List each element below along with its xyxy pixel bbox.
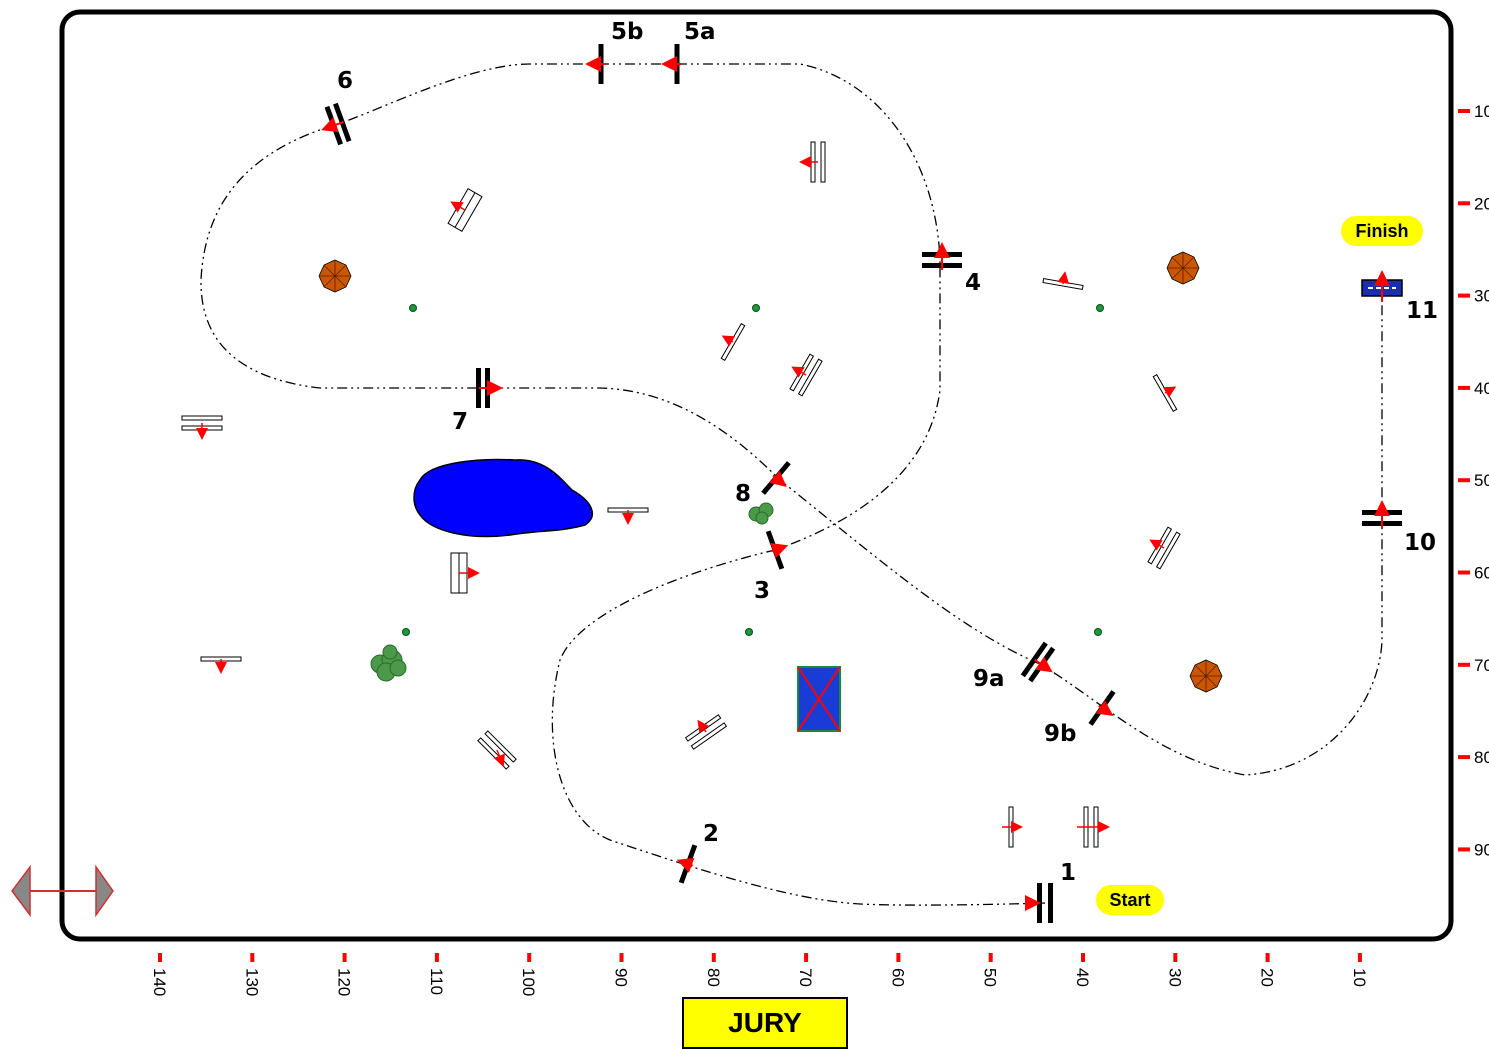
right-scale: 10 20 30 40 50 60 70 80 90 <box>1458 102 1489 859</box>
scale-label: 110 <box>427 968 446 995</box>
spare-fence <box>1077 806 1110 848</box>
scale-label: 40 <box>1073 968 1092 987</box>
scale-label: 80 <box>1474 748 1489 767</box>
bush-icon <box>748 502 774 525</box>
scale-label: 100 <box>519 968 538 996</box>
fence-10 <box>1362 500 1402 528</box>
spare-fence <box>720 322 746 362</box>
spare-fence <box>1002 806 1023 848</box>
jury-box: JURY <box>682 997 848 1049</box>
spare-fence <box>799 141 826 183</box>
spare-fence <box>607 507 649 525</box>
scale-label: 20 <box>1258 968 1277 987</box>
fence-labels: 1 2 3 4 5a 5b 6 7 8 9a 9b 10 11 <box>337 19 1438 886</box>
scale-label: 10 <box>1350 968 1369 987</box>
dot-marker <box>745 628 753 636</box>
fence-7 <box>476 368 503 408</box>
fence-1 <box>1025 883 1053 923</box>
spare-fence <box>450 552 480 594</box>
start-badge: Start <box>1096 885 1164 915</box>
scale-label: 60 <box>888 968 907 987</box>
fence-6 <box>321 102 352 146</box>
course-route <box>200 63 1383 906</box>
fence-3 <box>765 530 789 570</box>
fence-2 <box>676 844 698 884</box>
spare-fence <box>789 353 823 397</box>
fence-9b <box>1088 690 1116 726</box>
pond-icon <box>413 458 593 538</box>
spare-fence <box>684 714 728 750</box>
fence-5b <box>585 44 605 84</box>
route-fences <box>321 44 1403 923</box>
finish-badge: Finish <box>1341 216 1423 246</box>
fence-label-7: 7 <box>452 409 468 435</box>
bottom-scale: 140 130 120 110 100 90 80 70 60 50 40 30 20 10 <box>150 953 1369 996</box>
scale-label: 50 <box>1474 471 1489 490</box>
fence-label-2: 2 <box>703 821 719 847</box>
fence-label-8: 8 <box>735 481 751 507</box>
finish-rail <box>1361 270 1403 302</box>
fence-label-10: 10 <box>1404 530 1436 556</box>
spare-fences <box>181 141 1181 848</box>
fence-label-6: 6 <box>337 68 353 94</box>
scale-label: 90 <box>612 968 631 987</box>
fence-4 <box>922 242 962 270</box>
scale-label: 70 <box>1474 656 1489 675</box>
spare-fence <box>1147 526 1181 570</box>
scale-label: 140 <box>150 968 169 996</box>
fence-label-9b: 9b <box>1044 721 1076 747</box>
scale-label: 30 <box>1474 287 1489 306</box>
arena-border <box>59 9 1454 942</box>
tree-icon <box>1166 251 1200 285</box>
spare-fence <box>181 415 223 440</box>
tree-icon <box>318 259 352 293</box>
fence-label-11: 11 <box>1406 298 1438 324</box>
scale-label: 60 <box>1474 564 1489 583</box>
dot-marker <box>402 628 410 636</box>
fence-5a <box>661 44 681 84</box>
start-label: Start <box>1109 890 1150 910</box>
fence-label-1: 1 <box>1060 860 1076 886</box>
trees <box>318 251 1223 693</box>
dot-marker <box>1096 304 1104 312</box>
double-arrow-icon[interactable] <box>11 864 114 918</box>
scale-label: 30 <box>1165 968 1184 987</box>
fence-8 <box>761 461 791 495</box>
crossed-box <box>797 666 841 732</box>
spare-fence <box>447 187 483 233</box>
scale-label: 80 <box>704 968 723 987</box>
spare-fence <box>477 730 517 770</box>
fence-label-5a: 5a <box>684 19 716 45</box>
fence-label-3: 3 <box>754 578 770 604</box>
spare-fence <box>1042 271 1084 291</box>
scale-label: 130 <box>242 968 261 996</box>
scale-label: 120 <box>335 968 354 996</box>
bush-icon <box>370 644 407 682</box>
fence-label-4: 4 <box>965 270 981 296</box>
fence-label-5b: 5b <box>611 19 643 45</box>
dot-marker <box>1094 628 1102 636</box>
dot-marker <box>752 304 760 312</box>
tree-icon <box>1189 659 1223 693</box>
markers-dots <box>402 304 1104 636</box>
fence-9a <box>1020 641 1056 683</box>
dot-marker <box>409 304 417 312</box>
spare-fence <box>200 656 242 674</box>
scale-label: 50 <box>981 968 1000 987</box>
spare-fence <box>1152 373 1178 413</box>
scale-label: 40 <box>1474 379 1489 398</box>
fence-label-9a: 9a <box>973 666 1005 692</box>
scale-label: 70 <box>796 968 815 987</box>
scale-label: 10 <box>1474 102 1489 121</box>
scale-label: 90 <box>1474 840 1489 859</box>
scale-label: 20 <box>1474 194 1489 213</box>
finish-label: Finish <box>1356 221 1409 241</box>
